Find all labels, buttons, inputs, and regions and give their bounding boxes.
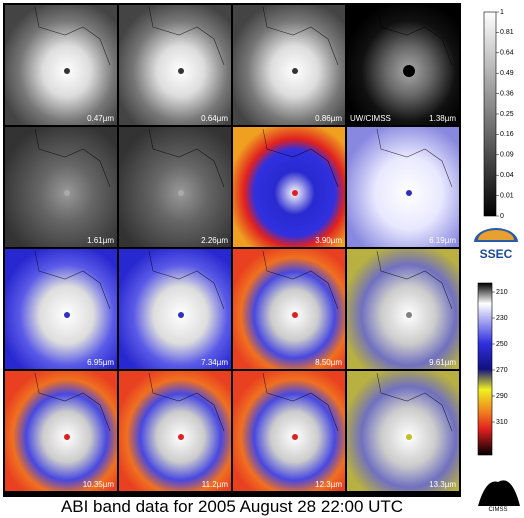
temperature-ticks: 210 230 250 270 290 310 bbox=[492, 289, 508, 426]
tick-label: 0.49 bbox=[500, 70, 514, 77]
panel: 0.47µm bbox=[5, 5, 117, 125]
ssec-logo: SSEC bbox=[474, 228, 518, 261]
band-label: 9.61µm bbox=[429, 358, 456, 367]
hurricane-eye bbox=[406, 312, 412, 318]
tick-label: 1 bbox=[500, 9, 504, 16]
panel-image bbox=[5, 5, 117, 125]
band-label: 13.3µm bbox=[429, 480, 456, 489]
panel-image bbox=[119, 127, 231, 247]
hurricane-eye bbox=[178, 190, 184, 196]
tick-label: 250 bbox=[496, 341, 508, 348]
ssec-text: SSEC bbox=[480, 247, 513, 261]
panel-image bbox=[5, 249, 117, 369]
panel: 8.50µm bbox=[233, 249, 345, 369]
panel: 6.19µm bbox=[347, 127, 459, 247]
band-label: 2.26µm bbox=[201, 236, 228, 245]
hurricane-eye bbox=[292, 190, 298, 196]
band-label: 12.3µm bbox=[315, 480, 342, 489]
panel: 1.61µm bbox=[5, 127, 117, 247]
band-label: 0.86µm bbox=[315, 114, 342, 123]
panel-image bbox=[233, 249, 345, 369]
hurricane-eye bbox=[178, 68, 184, 74]
cimss-logo: CIMSS bbox=[478, 480, 520, 513]
band-label: 0.64µm bbox=[201, 114, 228, 123]
panel: 10.35µm bbox=[5, 371, 117, 491]
tick-label: 270 bbox=[496, 367, 508, 374]
panel: 9.61µm bbox=[347, 249, 459, 369]
reflectance-colorbar bbox=[484, 12, 496, 216]
panel: 7.34µm bbox=[119, 249, 231, 369]
panel-image bbox=[347, 127, 459, 247]
watermark: UW/CIMSS bbox=[350, 114, 391, 123]
panel-image bbox=[347, 5, 459, 125]
panel: 3.90µm bbox=[233, 127, 345, 247]
panel: 0.64µm bbox=[119, 5, 231, 125]
temperature-colorbar bbox=[478, 283, 492, 455]
hurricane-eye bbox=[406, 190, 412, 196]
panel-image bbox=[347, 371, 459, 491]
band-label: 0.47µm bbox=[87, 114, 114, 123]
panel-image bbox=[233, 371, 345, 491]
hurricane-eye bbox=[406, 434, 412, 440]
hurricane-eye bbox=[64, 434, 70, 440]
panel-image bbox=[119, 371, 231, 491]
band-label: 1.61µm bbox=[87, 236, 114, 245]
hurricane-eye bbox=[64, 190, 70, 196]
figure: 0.47µm 0.64µm 0.86µm 1.38µm UW/CIMSS 1.61µm 2.… bbox=[0, 0, 524, 518]
panel: 13.3µm bbox=[347, 371, 459, 491]
hurricane-eye bbox=[292, 312, 298, 318]
hurricane-eye bbox=[292, 68, 298, 74]
band-label: 7.34µm bbox=[201, 358, 228, 367]
hurricane-eye bbox=[178, 434, 184, 440]
panel: 1.38µm UW/CIMSS bbox=[347, 5, 459, 125]
band-label: 1.38µm bbox=[429, 114, 456, 123]
cimss-text: CIMSS bbox=[488, 507, 507, 513]
panel: 12.3µm bbox=[233, 371, 345, 491]
tick-label: 0.16 bbox=[500, 131, 514, 138]
tick-label: 0.01 bbox=[500, 192, 514, 199]
tick-label: 0.64 bbox=[500, 50, 514, 57]
panel-image bbox=[347, 249, 459, 369]
tick-label: 0 bbox=[500, 213, 504, 220]
tick-label: 0.81 bbox=[500, 29, 514, 36]
hurricane-eye bbox=[64, 68, 70, 74]
tick-label: 0.25 bbox=[500, 111, 514, 118]
tick-label: 0.04 bbox=[500, 172, 514, 179]
band-label: 3.90µm bbox=[315, 236, 342, 245]
panel-image bbox=[119, 249, 231, 369]
hurricane-eye bbox=[292, 434, 298, 440]
panel-image bbox=[233, 5, 345, 125]
panel-image bbox=[5, 371, 117, 491]
panel-image bbox=[233, 127, 345, 247]
tick-label: 290 bbox=[496, 393, 508, 400]
tick-label: 310 bbox=[496, 419, 508, 426]
caption: ABI band data for 2005 August 28 22:00 U… bbox=[61, 497, 403, 516]
tick-label: 0.09 bbox=[500, 152, 514, 159]
panel: 0.86µm bbox=[233, 5, 345, 125]
panel: 6.95µm bbox=[5, 249, 117, 369]
panel: 2.26µm bbox=[119, 127, 231, 247]
reflectance-ticks: 1 0.81 0.64 0.49 0.36 0.25 0.16 0.09 0.04 0.01 0 bbox=[496, 9, 514, 220]
panel: 11.2µm bbox=[119, 371, 231, 491]
panel-image bbox=[5, 127, 117, 247]
band-label: 6.95µm bbox=[87, 358, 114, 367]
band-label: 10.35µm bbox=[83, 480, 115, 489]
tick-label: 210 bbox=[496, 289, 508, 296]
band-label: 11.2µm bbox=[202, 480, 229, 489]
hurricane-eye bbox=[403, 65, 415, 77]
hurricane-eye bbox=[178, 312, 184, 318]
tick-label: 230 bbox=[496, 315, 508, 322]
tick-label: 0.36 bbox=[500, 90, 514, 97]
band-label: 6.19µm bbox=[429, 236, 456, 245]
panel-image bbox=[119, 5, 231, 125]
hurricane-eye bbox=[64, 312, 70, 318]
band-label: 8.50µm bbox=[315, 358, 342, 367]
